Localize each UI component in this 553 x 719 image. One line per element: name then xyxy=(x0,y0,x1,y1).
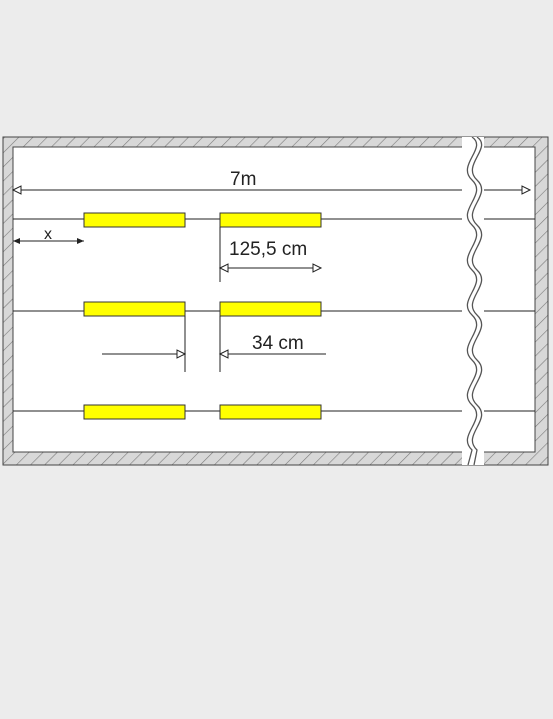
tube-row1-right xyxy=(219,212,322,228)
tube-row1-left xyxy=(83,212,186,228)
gap-label: 34 cm xyxy=(252,333,304,354)
tube-row3-left xyxy=(83,404,186,420)
break-symbol xyxy=(462,136,484,466)
total-width-label: 7m xyxy=(230,169,256,190)
width-arrow-right xyxy=(521,185,532,195)
offset-label: x xyxy=(44,226,52,243)
offset-dimension xyxy=(13,238,84,244)
tube-row2-right xyxy=(219,301,322,317)
width-dimension-line xyxy=(11,185,470,195)
tube-row3-right xyxy=(219,404,322,420)
tube-length-label: 125,5 cm xyxy=(229,239,307,260)
room-interior xyxy=(12,146,536,453)
tube-row2-left xyxy=(83,301,186,317)
gap-dimension xyxy=(102,316,326,372)
tubes xyxy=(83,212,322,420)
tube-length-dimension xyxy=(218,227,323,282)
